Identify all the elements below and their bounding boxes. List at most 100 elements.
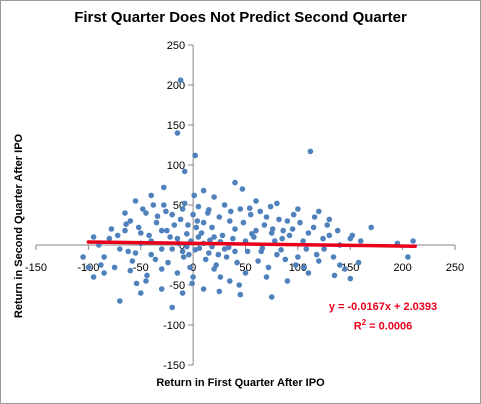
data-point: [171, 222, 178, 228]
data-point: [272, 238, 278, 244]
data-point: [316, 208, 322, 215]
x-tick-label: -50: [133, 262, 149, 274]
data-point: [280, 227, 287, 234]
data-point: [237, 206, 244, 212]
data-point: [324, 222, 331, 228]
data-point: [181, 168, 188, 175]
data-point: [242, 270, 249, 276]
data-point: [202, 256, 209, 263]
data-point: [223, 254, 230, 260]
data-point: [330, 254, 337, 260]
data-point: [117, 246, 123, 252]
data-point: [190, 274, 196, 280]
data-point: [186, 251, 192, 258]
data-point: [355, 259, 362, 266]
data-point: [132, 198, 139, 204]
data-point: [255, 258, 261, 264]
r-squared-label: R: [353, 320, 362, 333]
data-point: [368, 224, 375, 231]
data-point: [347, 275, 354, 282]
data-point: [150, 202, 157, 208]
data-point: [236, 282, 242, 288]
data-point: [326, 232, 333, 239]
data-point: [313, 251, 320, 258]
data-point: [293, 262, 299, 268]
data-point: [123, 221, 129, 227]
data-point: [125, 248, 131, 255]
x-tick-label: -150: [25, 262, 47, 274]
data-point: [143, 278, 149, 284]
data-point: [190, 211, 196, 218]
data-point: [161, 184, 167, 191]
data-point: [106, 235, 113, 242]
data-point: [305, 270, 312, 276]
data-point: [232, 179, 238, 186]
data-point: [143, 210, 149, 216]
data-point: [213, 262, 219, 268]
data-point: [246, 205, 253, 211]
trendline-line: [86, 240, 417, 248]
data-point: [316, 258, 322, 264]
y-axis-label: Return in Second Quarter After IPO: [13, 133, 25, 319]
data-point: [179, 248, 186, 255]
data-point: [158, 246, 165, 252]
data-point: [263, 214, 270, 220]
data-point: [196, 245, 203, 251]
data-point: [405, 254, 411, 260]
data-point: [200, 187, 207, 194]
data-point: [331, 272, 338, 279]
data-point: [259, 245, 266, 251]
data-point: [232, 248, 238, 255]
data-point: [349, 232, 356, 239]
data-point: [177, 216, 184, 223]
data-point: [184, 243, 190, 250]
data-point: [295, 254, 301, 260]
data-point: [205, 210, 211, 216]
data-point: [90, 234, 97, 240]
data-point: [189, 280, 195, 287]
data-point: [200, 219, 207, 226]
x-tick-label: 0: [190, 262, 196, 274]
data-point: [177, 77, 184, 83]
data-point: [240, 219, 247, 226]
data-point: [209, 224, 215, 231]
data-point: [185, 222, 191, 228]
data-point: [114, 232, 121, 239]
data-point: [192, 152, 198, 159]
data-point: [216, 288, 223, 295]
data-point: [90, 274, 97, 280]
data-point: [284, 218, 291, 224]
data-point: [234, 259, 240, 266]
data-point: [249, 231, 255, 237]
data-point: [206, 250, 212, 256]
y-tick-label: 150: [167, 120, 185, 132]
data-point: [337, 262, 343, 268]
r-squared-value: = 0.0006: [366, 320, 413, 333]
data-point: [342, 266, 348, 272]
data-point: [286, 232, 293, 239]
data-point: [181, 200, 188, 207]
data-point: [148, 192, 154, 199]
data-point: [187, 264, 193, 271]
data-point: [165, 259, 171, 266]
trendline: [86, 240, 417, 248]
r-squared: R2 = 0.0006: [308, 315, 458, 335]
data-point: [179, 290, 186, 296]
data-point: [215, 251, 222, 258]
data-point: [194, 218, 201, 224]
data-point: [195, 234, 202, 240]
data-point: [101, 254, 107, 260]
data-point: [140, 206, 146, 212]
data-point: [98, 262, 104, 268]
data-point: [282, 256, 289, 263]
data-point: [180, 254, 187, 260]
data-point: [191, 192, 197, 199]
data-point: [133, 280, 140, 287]
data-point: [122, 210, 128, 216]
data-point: [228, 208, 234, 215]
data-point: [303, 246, 310, 252]
data-point: [122, 227, 128, 234]
data-point: [207, 237, 213, 243]
data-point: [265, 264, 272, 271]
data-point: [193, 224, 200, 231]
